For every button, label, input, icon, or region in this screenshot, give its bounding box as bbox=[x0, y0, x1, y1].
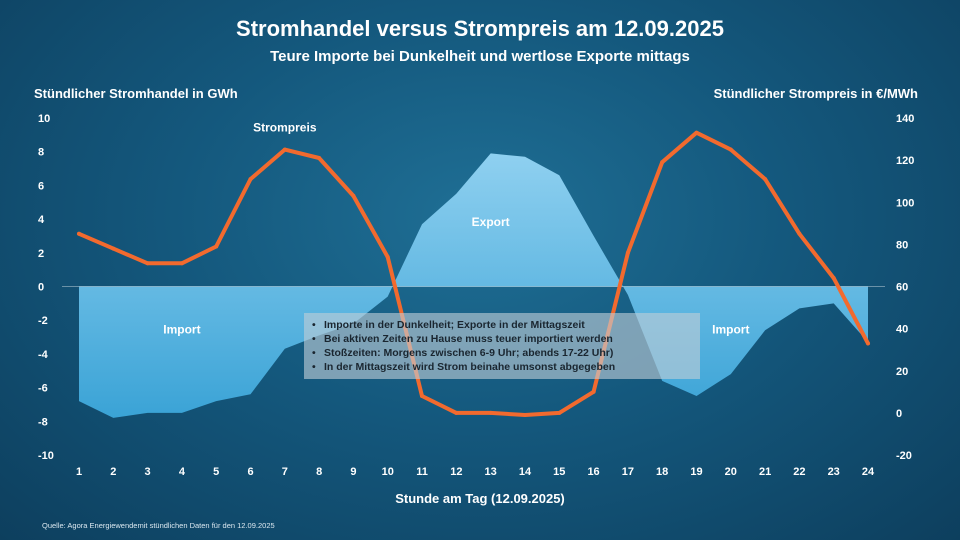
notes-box: Importe in der Dunkelheit; Exporte in de… bbox=[304, 313, 700, 379]
price-point bbox=[454, 410, 459, 415]
price-point bbox=[214, 244, 219, 249]
x-axis-tick: 24 bbox=[862, 466, 875, 478]
area-annotations: Strompreis Export Import Import bbox=[163, 120, 749, 336]
price-point bbox=[660, 160, 665, 165]
price-line bbox=[77, 130, 870, 417]
x-axis-tick: 17 bbox=[622, 466, 634, 478]
right-axis-tick: 80 bbox=[896, 239, 908, 251]
x-axis-tick: 6 bbox=[247, 466, 253, 478]
x-axis-tick: 15 bbox=[553, 466, 565, 478]
price-point bbox=[625, 250, 630, 255]
price-point bbox=[591, 389, 596, 394]
note-item: Importe in der Dunkelheit; Exporte in de… bbox=[312, 318, 692, 332]
axis-ticks: 1086420-2-4-6-8-10140120100806040200-201… bbox=[38, 113, 914, 478]
price-point bbox=[763, 177, 768, 182]
right-axis-tick: 120 bbox=[896, 155, 914, 167]
x-axis-tick: 2 bbox=[110, 466, 116, 478]
left-axis-tick: 0 bbox=[38, 282, 44, 294]
price-point bbox=[317, 156, 322, 160]
price-point bbox=[557, 410, 562, 415]
price-point bbox=[351, 193, 356, 198]
price-point bbox=[694, 130, 699, 135]
left-axis-tick: -8 bbox=[38, 416, 48, 428]
left-axis-tick: 6 bbox=[38, 180, 44, 192]
price-point bbox=[282, 147, 287, 152]
right-axis-tick: 40 bbox=[896, 324, 908, 336]
source-note: Quelle: Agora Energiewendemit stündliche… bbox=[42, 521, 275, 530]
price-point bbox=[145, 261, 150, 266]
left-axis-tick: -10 bbox=[38, 450, 54, 462]
x-axis-tick: 9 bbox=[350, 466, 356, 478]
x-axis-tick: 20 bbox=[725, 466, 737, 478]
x-axis-tick: 23 bbox=[828, 466, 840, 478]
note-item: Stoßzeiten: Morgens zwischen 6-9 Uhr; ab… bbox=[312, 346, 692, 360]
x-axis-tick: 22 bbox=[793, 466, 805, 478]
right-axis-tick: 100 bbox=[896, 197, 914, 209]
right-axis-tick: 0 bbox=[896, 408, 902, 420]
chart-subtitle: Teure Importe bei Dunkelheit und wertlos… bbox=[270, 48, 690, 65]
x-axis-tick: 14 bbox=[519, 466, 532, 478]
x-axis-tick: 12 bbox=[450, 466, 462, 478]
price-point bbox=[866, 341, 870, 346]
right-axis-tick: 20 bbox=[896, 366, 908, 378]
left-axis-tick: -2 bbox=[38, 315, 48, 327]
x-axis-tick: 5 bbox=[213, 466, 219, 478]
note-item: Bei aktiven Zeiten zu Hause muss teuer i… bbox=[312, 332, 692, 346]
chart-title: Stromhandel versus Strompreis am 12.09.2… bbox=[236, 16, 724, 41]
right-axis-title: Stündlicher Strompreis in €/MWh bbox=[713, 86, 918, 101]
left-axis-title: Stündlicher Stromhandel in GWh bbox=[34, 86, 238, 101]
x-axis-title: Stunde am Tag (12.09.2025) bbox=[395, 491, 565, 506]
price-point bbox=[77, 231, 81, 236]
left-axis-tick: 8 bbox=[38, 147, 44, 159]
annotation-label: Import bbox=[712, 323, 749, 337]
right-axis-tick: -20 bbox=[896, 450, 912, 462]
price-point bbox=[385, 255, 390, 259]
price-point bbox=[248, 177, 253, 182]
left-axis-tick: -6 bbox=[38, 383, 48, 395]
price-point bbox=[488, 410, 493, 415]
price-point bbox=[797, 231, 802, 236]
price-point bbox=[728, 147, 733, 152]
left-axis-tick: 10 bbox=[38, 113, 50, 125]
x-axis-tick: 16 bbox=[587, 466, 599, 478]
x-axis-tick: 8 bbox=[316, 466, 322, 478]
left-axis-tick: -4 bbox=[38, 349, 49, 361]
annotation-label: Export bbox=[472, 215, 510, 229]
x-axis-tick: 7 bbox=[282, 466, 288, 478]
x-axis-tick: 10 bbox=[382, 466, 394, 478]
x-axis-tick: 1 bbox=[76, 466, 82, 478]
right-axis-tick: 60 bbox=[896, 282, 908, 294]
right-axis-tick: 140 bbox=[896, 113, 914, 125]
x-axis-tick: 21 bbox=[759, 466, 771, 478]
annotation-label: Import bbox=[163, 323, 200, 337]
price-point bbox=[111, 246, 116, 251]
price-line-layer bbox=[77, 130, 870, 417]
left-axis-tick: 2 bbox=[38, 248, 44, 260]
x-axis-tick: 4 bbox=[179, 466, 186, 478]
x-axis-tick: 13 bbox=[485, 466, 497, 478]
price-point bbox=[523, 413, 527, 417]
note-item: In der Mittagszeit wird Strom beinahe um… bbox=[312, 360, 692, 374]
x-axis-tick: 18 bbox=[656, 466, 668, 478]
price-point bbox=[831, 276, 836, 281]
annotation-label: Strompreis bbox=[253, 120, 317, 134]
x-axis-tick: 3 bbox=[145, 466, 151, 478]
price-point bbox=[179, 261, 184, 266]
x-axis-tick: 19 bbox=[690, 466, 702, 478]
left-axis-tick: 4 bbox=[38, 214, 45, 226]
x-axis-tick: 11 bbox=[416, 466, 428, 478]
price-point bbox=[420, 394, 424, 398]
